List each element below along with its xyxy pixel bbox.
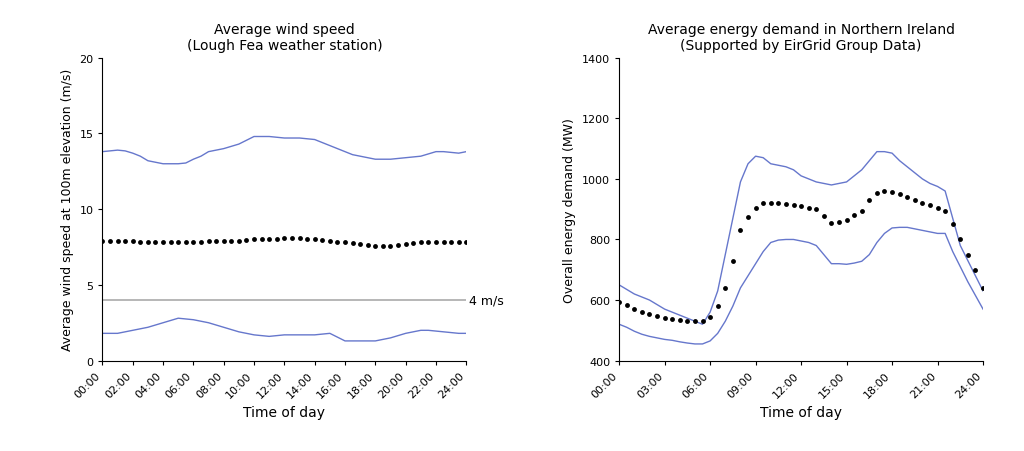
Y-axis label: Overall energy demand (MW): Overall energy demand (MW) <box>563 117 577 302</box>
Y-axis label: Average wind speed at 100m elevation (m/s): Average wind speed at 100m elevation (m/… <box>60 69 74 350</box>
X-axis label: Time of day: Time of day <box>244 405 326 419</box>
Title: Average energy demand in Northern Ireland
(Supported by EirGrid Group Data): Average energy demand in Northern Irelan… <box>647 23 954 53</box>
Title: Average wind speed
(Lough Fea weather station): Average wind speed (Lough Fea weather st… <box>186 23 382 53</box>
X-axis label: Time of day: Time of day <box>760 405 842 419</box>
Text: 4 m/s: 4 m/s <box>469 294 504 307</box>
